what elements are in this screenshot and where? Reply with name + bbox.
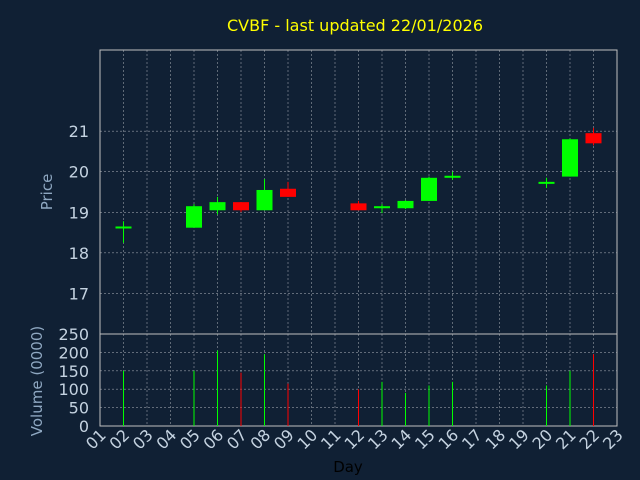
price-tick-label: 17 <box>69 284 89 303</box>
candle <box>115 221 132 243</box>
candle <box>562 138 578 177</box>
candle <box>186 204 202 228</box>
volume-tick-label: 50 <box>69 399 89 418</box>
volume-axis-label: Volume (0000) <box>28 326 46 436</box>
price-gridlines <box>100 50 617 334</box>
price-tick-label: 19 <box>69 203 89 222</box>
candle <box>538 177 555 188</box>
price-tick-label: 21 <box>69 122 89 141</box>
price-tick-label: 20 <box>69 163 89 182</box>
candle-body <box>186 206 202 228</box>
candle <box>280 181 296 197</box>
price-axis-ticks: 17 18 19 20 21 <box>69 122 89 303</box>
volume-tick-label: 200 <box>58 343 89 362</box>
candle <box>421 176 437 201</box>
candle-body <box>115 226 132 229</box>
volume-tick-label: 250 <box>58 325 89 344</box>
candle <box>209 196 226 215</box>
candle <box>397 200 414 210</box>
volume-tick-label: 0 <box>79 417 89 436</box>
candle <box>256 179 273 211</box>
candle-body <box>585 133 602 144</box>
candle-body <box>397 200 414 209</box>
candle-body <box>233 202 249 211</box>
candle-body <box>256 189 273 211</box>
candle-body <box>538 181 555 184</box>
candle-body <box>444 175 461 178</box>
candles-layer <box>115 127 602 243</box>
volume-bars-layer <box>123 350 594 426</box>
candle <box>585 127 602 146</box>
candle <box>374 204 390 214</box>
candle-body <box>374 206 390 209</box>
volume-tick-label: 100 <box>58 380 89 399</box>
x-tick-label: 23 <box>599 425 627 453</box>
candle-body <box>421 177 437 201</box>
volume-tick-label: 150 <box>58 362 89 381</box>
candle <box>233 202 249 213</box>
chart-title: CVBF - last updated 22/01/2026 <box>227 16 483 35</box>
x-axis-ticks: 0102030405060708091011121314151617181920… <box>82 425 627 453</box>
candle-body <box>209 202 226 211</box>
candle-body <box>350 203 367 211</box>
price-axis-label: Price <box>38 174 56 211</box>
x-axis-label: Day <box>333 458 363 476</box>
candle <box>350 200 367 211</box>
candle <box>444 171 461 180</box>
candle-body <box>280 188 296 197</box>
price-tick-label: 18 <box>69 244 89 263</box>
candle-body <box>562 139 578 177</box>
